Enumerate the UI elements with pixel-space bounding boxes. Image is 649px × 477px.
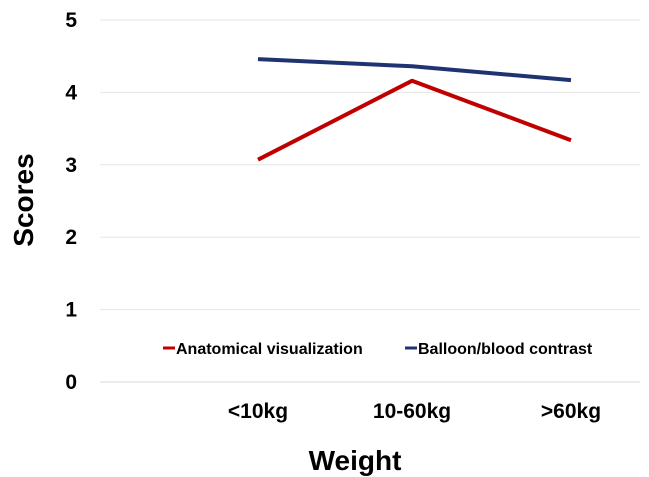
y-axis-ticks: 0 1 2 3 4 5 (65, 9, 77, 394)
x-tick-label-1: 10-60kg (373, 400, 451, 423)
gridlines (100, 19, 640, 311)
series-lines (257, 57, 572, 162)
legend-label-0: Anatomical visualization (176, 341, 363, 358)
y-tick-label-0: 0 (65, 371, 77, 394)
y-tick-label-4: 4 (65, 81, 77, 104)
legend: Anatomical visualization Balloon/blood co… (163, 341, 593, 358)
y-tick-label-2: 2 (65, 226, 77, 249)
x-tick-label-0: <10kg (228, 400, 288, 423)
legend-label-1: Balloon/blood contrast (418, 341, 593, 358)
y-tick-label-1: 1 (65, 299, 77, 322)
y-tick-label-5: 5 (65, 9, 77, 32)
x-axis-title: Weight (309, 445, 402, 476)
x-tick-label-2: >60kg (541, 400, 601, 423)
y-axis-title: Scores (8, 153, 39, 246)
y-tick-label-3: 3 (65, 154, 77, 177)
x-axis-ticks: <10kg 10-60kg >60kg (228, 400, 601, 423)
series-line-1 (257, 57, 572, 83)
